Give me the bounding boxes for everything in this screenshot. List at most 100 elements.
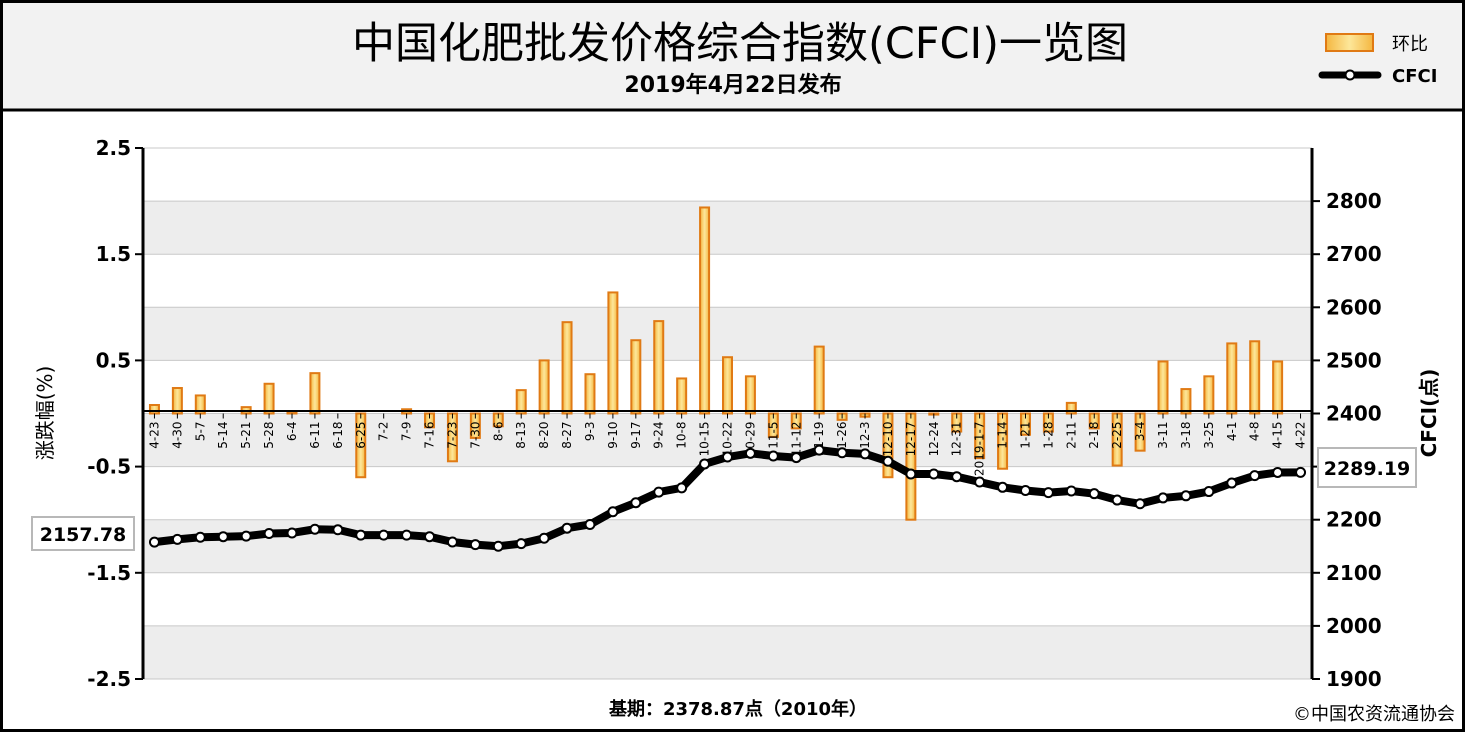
x-tick-label: 7-2 xyxy=(377,422,391,442)
cfci-point xyxy=(676,482,688,494)
right-tick-label: 2200 xyxy=(1326,508,1382,532)
grid-band xyxy=(143,625,1312,679)
cfci-point xyxy=(469,539,481,551)
bar xyxy=(1203,375,1215,415)
cfci-point xyxy=(446,536,458,548)
cfci-point xyxy=(813,444,825,456)
legend-line-marker xyxy=(1344,69,1356,81)
cfci-point xyxy=(378,529,390,541)
cfci-point xyxy=(1019,484,1031,496)
x-tick-label: 6-18 xyxy=(331,422,345,449)
bar xyxy=(309,372,321,415)
cfci-point xyxy=(240,530,252,542)
x-tick-label: 10-29 xyxy=(743,422,757,457)
legend-bar-swatch xyxy=(1325,33,1374,52)
x-tick-label: 3-25 xyxy=(1202,422,1216,449)
x-tick-label: 8-27 xyxy=(560,422,574,449)
grid-band xyxy=(143,307,1312,361)
x-tick-label: 12-10 xyxy=(881,422,895,457)
x-tick-label: 2-18 xyxy=(1087,422,1101,449)
cfci-point xyxy=(263,528,275,540)
bar xyxy=(699,206,711,415)
cfci-point xyxy=(1295,466,1307,478)
x-tick-label: 5-28 xyxy=(262,422,276,449)
end-callout-text: 2289.19 xyxy=(1324,458,1411,480)
x-tick-label: 5-21 xyxy=(239,422,253,449)
x-tick-label: 7-30 xyxy=(468,422,482,449)
cfci-point xyxy=(928,468,940,480)
x-tick-label: 5-14 xyxy=(216,422,230,449)
right-tick-label: 2400 xyxy=(1326,402,1382,426)
bar xyxy=(538,359,550,415)
cfci-point xyxy=(584,518,596,530)
chart-title: 中国化肥批发价格综合指数(CFCI)一览图 xyxy=(352,19,1128,69)
x-tick-label: 8-13 xyxy=(514,422,528,449)
bar xyxy=(630,339,642,415)
legend-line-label: CFCI xyxy=(1392,66,1437,87)
x-tick-label: 1-21 xyxy=(1018,422,1032,449)
bar xyxy=(171,387,183,415)
cfci-point xyxy=(1226,477,1238,489)
x-tick-label: 1-28 xyxy=(1041,422,1055,449)
bar xyxy=(722,356,733,415)
left-tick-label: -1.5 xyxy=(87,561,131,585)
right-tick-label: 2000 xyxy=(1326,614,1382,638)
cfci-point xyxy=(1134,498,1146,510)
chart-subtitle: 2019年4月22日发布 xyxy=(624,72,841,98)
cfci-point xyxy=(630,497,642,509)
cfci-point xyxy=(1180,490,1192,502)
left-tick-label: 0.5 xyxy=(96,348,131,372)
bar xyxy=(1180,388,1192,415)
cfci-point xyxy=(767,450,779,462)
cfci-point xyxy=(561,522,573,534)
x-tick-label: 6-4 xyxy=(285,422,299,442)
bar xyxy=(676,377,688,415)
cfci-point xyxy=(905,468,917,480)
cfci-series xyxy=(148,444,1307,552)
legend-bar-label: 环比 xyxy=(1392,34,1428,55)
cfci-point xyxy=(790,452,802,464)
x-tick-label: 12-3 xyxy=(858,422,872,449)
x-tick-label: 12-24 xyxy=(927,422,941,457)
right-tick-label: 2800 xyxy=(1326,189,1382,213)
x-tick-label: 4-23 xyxy=(147,422,161,449)
cfci-point xyxy=(309,523,321,535)
x-tick-label: 9-17 xyxy=(629,422,643,449)
cfci-point xyxy=(859,448,871,460)
cfci-point xyxy=(1249,470,1261,482)
x-tick-label: 2-11 xyxy=(1064,422,1078,449)
cfci-point xyxy=(401,529,413,541)
grid-bands xyxy=(143,147,1312,680)
bar xyxy=(744,375,756,415)
x-tick-label: 4-1 xyxy=(1225,422,1239,442)
left-tick-label: -2.5 xyxy=(87,667,131,691)
cfci-point xyxy=(997,481,1009,493)
cfci-point xyxy=(653,486,665,498)
bar xyxy=(1272,360,1284,415)
cfci-point xyxy=(882,455,894,467)
x-tick-label: 7-9 xyxy=(400,422,414,442)
x-tick-label: 3-11 xyxy=(1156,422,1170,449)
x-tick-label: 8-6 xyxy=(491,422,505,442)
x-tick-label: 10-15 xyxy=(698,422,712,457)
cfci-point xyxy=(492,540,504,552)
x-tick-label: 11-5 xyxy=(766,422,780,449)
cfci-point xyxy=(1203,486,1215,498)
bar xyxy=(1249,340,1261,415)
grid-band xyxy=(143,201,1312,255)
cfci-point xyxy=(217,531,229,543)
end-callout-box xyxy=(1317,447,1417,488)
cfci-point xyxy=(699,458,711,470)
left-tick-label: 2.5 xyxy=(96,136,131,160)
x-tick-label: 7-23 xyxy=(445,422,459,449)
cfci-point xyxy=(744,447,756,459)
cfci-point xyxy=(538,532,550,544)
left-axis-label: 涨跌幅(%) xyxy=(33,366,57,461)
bar xyxy=(813,345,825,415)
x-tick-label: 6-11 xyxy=(308,422,322,449)
x-tick-label: 9-24 xyxy=(652,422,666,449)
x-tick-label: 4-8 xyxy=(1248,422,1262,442)
x-tick-label: 5-7 xyxy=(193,422,207,442)
